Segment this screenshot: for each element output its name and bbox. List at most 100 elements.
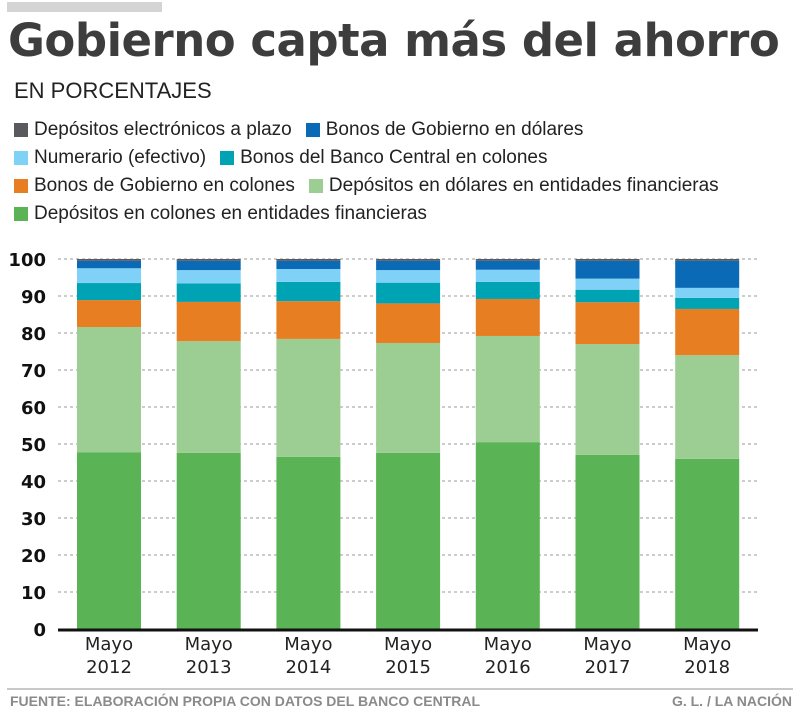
bars (77, 259, 740, 629)
y-tick-label: 70 (21, 361, 46, 382)
bar-segment (276, 338, 341, 457)
bar-segment (475, 259, 540, 261)
legend-item: Numerario (efectivo) (14, 147, 206, 169)
chart-subtitle: EN PORCENTAJES (14, 78, 212, 103)
legend-item: Bonos de Gobierno en dólares (305, 119, 584, 141)
legend: Depósitos electrónicos a plazo Bonos de G… (14, 116, 800, 228)
y-tick-label: 80 (21, 324, 46, 345)
bar-segment (276, 281, 341, 302)
bar-segment (475, 298, 540, 336)
legend-label: Depósitos en dólares en entidades financ… (328, 175, 719, 196)
bar-segment (575, 454, 640, 629)
bar-segment (77, 300, 141, 328)
bar-segment (675, 355, 740, 459)
bar-segment (675, 297, 740, 309)
x-tick-label: 2014 (285, 657, 331, 678)
bar-segment (376, 303, 441, 343)
bar-stack (575, 259, 640, 629)
bar-segment (176, 270, 241, 284)
legend-item: Bonos de Gobierno en colones (14, 175, 295, 197)
bar-segment (475, 335, 540, 443)
bar-segment (276, 260, 341, 269)
x-axis-ticks: Mayo2012Mayo2013Mayo2014Mayo2015Mayo2016… (85, 634, 731, 678)
y-tick-label: 20 (21, 546, 46, 567)
chart-title: Gobierno capta más del ahorro (8, 14, 780, 67)
bar-segment (575, 259, 640, 261)
bar-segment (675, 308, 740, 356)
y-tick-label: 0 (33, 620, 46, 641)
legend-label: Depósitos electrónicos a plazo (34, 119, 292, 140)
bar-segment (276, 301, 341, 339)
bar-segment (77, 259, 141, 261)
legend-label: Bonos de Gobierno en dólares (325, 119, 584, 140)
legend-item: Depósitos electrónicos a plazo (14, 119, 292, 141)
bar-segment (675, 287, 740, 298)
bar-segment (176, 260, 241, 271)
legend-swatch (305, 123, 320, 137)
bar-segment (475, 269, 540, 282)
bar-segment (475, 442, 540, 629)
bar-stack (675, 259, 740, 629)
bar-stack (276, 259, 341, 629)
legend-swatch (14, 179, 28, 193)
y-tick-label: 60 (21, 398, 46, 419)
bar-segment (575, 289, 640, 303)
bar-segment (276, 259, 341, 261)
bar-segment (77, 260, 141, 269)
bar-segment (176, 301, 241, 342)
bar-stack (77, 259, 141, 629)
legend-label: Bonos de Gobierno en colones (34, 175, 295, 196)
x-tick-label: 2012 (86, 657, 132, 678)
legend-item: Bonos del Banco Central en colones (220, 147, 547, 169)
credit-note: G. L. / LA NACIÓN (671, 693, 792, 709)
legend-item: Depósitos en dólares en entidades financ… (308, 175, 719, 197)
y-tick-label: 90 (21, 287, 46, 308)
bar-segment (675, 259, 740, 261)
x-tick-label: Mayo (284, 634, 332, 655)
legend-swatch (14, 123, 28, 137)
top-accent-bar (7, 2, 162, 12)
bar-segment (675, 260, 740, 288)
bar-segment (376, 259, 441, 261)
bar-segment (376, 342, 441, 453)
x-tick-label: 2013 (186, 657, 232, 678)
bar-segment (475, 281, 540, 299)
bar-segment (176, 452, 241, 629)
legend-label: Depósitos en colones en entidades financ… (34, 203, 427, 224)
bar-segment (276, 268, 341, 282)
y-tick-label: 30 (21, 509, 46, 530)
bar-segment (575, 278, 640, 290)
source-note: FUENTE: ELABORACIÓN PROPIA CON DATOS DEL… (10, 693, 481, 709)
bar-segment (575, 344, 640, 455)
bar-segment (77, 283, 141, 301)
x-tick-label: 2017 (585, 657, 631, 678)
bar-segment (77, 327, 141, 453)
bar-segment (276, 456, 341, 629)
bar-segment (376, 282, 441, 304)
bar-segment (77, 452, 141, 629)
bar-segment (176, 259, 241, 261)
x-tick-label: 2015 (385, 657, 431, 678)
x-tick-label: Mayo (384, 634, 432, 655)
bar-segment (475, 260, 540, 270)
legend-row: Depósitos electrónicos a plazo Bonos de G… (14, 116, 800, 144)
bar-segment (376, 452, 441, 629)
bar-stack (475, 259, 540, 629)
bar-segment (376, 260, 441, 271)
x-tick-label: Mayo (683, 634, 731, 655)
bar-segment (376, 270, 441, 283)
x-tick-label: 2018 (684, 657, 730, 678)
bar-segment (176, 341, 241, 453)
legend-swatch (14, 207, 28, 221)
legend-row: Numerario (efectivo) Bonos del Banco Cent… (14, 144, 800, 172)
bar-stack (376, 259, 441, 629)
legend-row: Depósitos en colones en entidades financ… (14, 200, 800, 228)
x-tick-label: Mayo (484, 634, 532, 655)
bar-stack (176, 259, 241, 629)
bar-segment (77, 268, 141, 284)
legend-item: Depósitos en colones en entidades financ… (14, 203, 427, 225)
x-tick-label: Mayo (185, 634, 233, 655)
x-tick-label: Mayo (583, 634, 631, 655)
y-axis-ticks: 0 10 20 30 40 50 60 70 80 90 100 (8, 250, 46, 641)
